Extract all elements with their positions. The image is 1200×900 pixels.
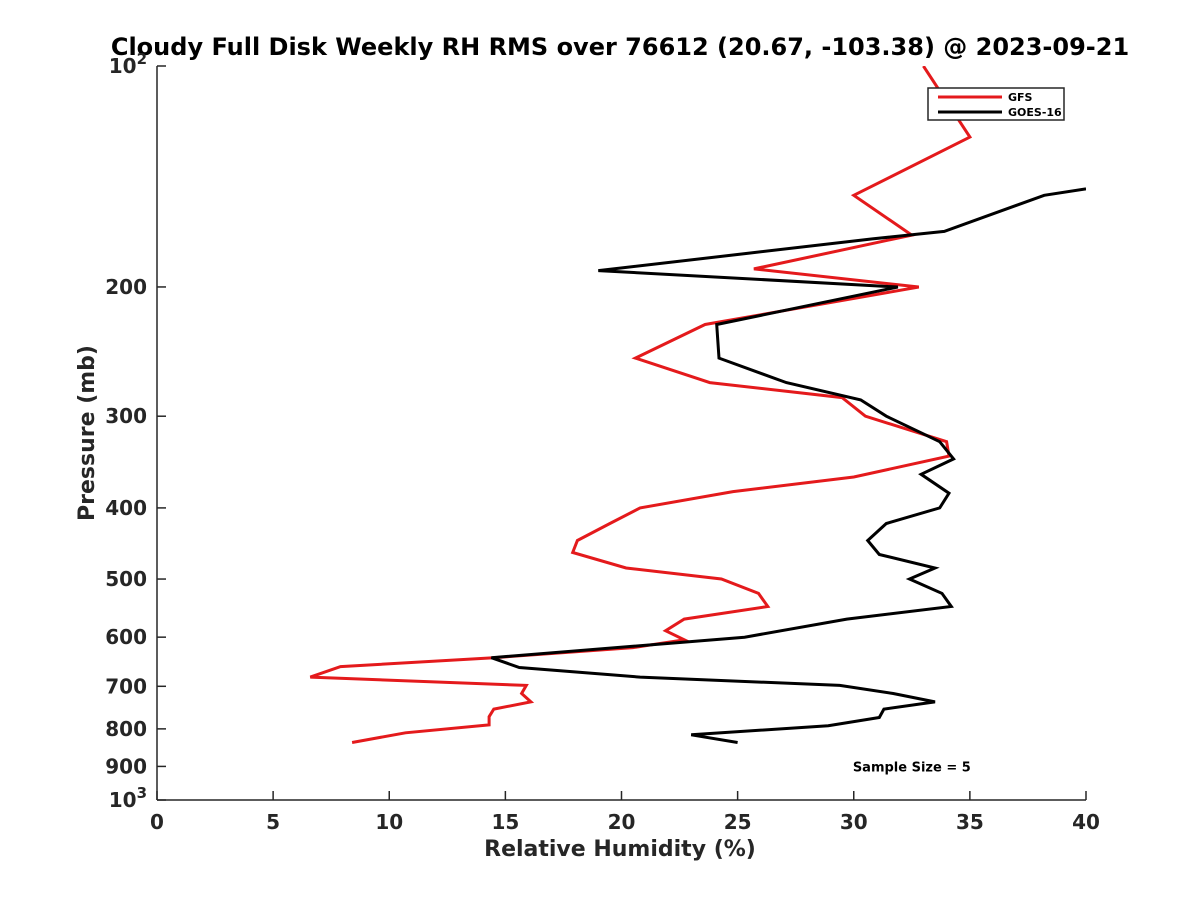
x-tick-label: 25 [724, 810, 752, 834]
legend-box [927, 87, 1065, 121]
x-tick-label: 10 [375, 810, 403, 834]
y-tick-label: 900 [105, 754, 147, 778]
y-tick-label: 400 [105, 496, 147, 520]
y-tick-label: 300 [105, 404, 147, 428]
x-tick-label: 35 [956, 810, 984, 834]
x-tick-label: 30 [840, 810, 868, 834]
y-tick-label: 103 [109, 784, 147, 812]
x-tick-label: 40 [1072, 810, 1100, 834]
series-line-goes-16 [490, 187, 1086, 744]
axes: 0 5 10 15 20 25 30 35 40 102 200 300 400 500 600 700 800… [105, 50, 1100, 834]
y-tick-label: 600 [105, 625, 147, 649]
x-tick-label: 20 [608, 810, 636, 834]
y-tick-label: 800 [105, 717, 147, 741]
legend: GFS GOES-16 [927, 87, 1065, 121]
series-lines [309, 66, 1086, 744]
y-axis-title: Pressure (mb) [75, 345, 100, 521]
y-tick-label: 700 [105, 674, 147, 698]
x-axis-title: Relative Humidity (%) [484, 837, 756, 862]
legend-label-gfs: GFS [1008, 91, 1033, 104]
y-tick-label: 102 [109, 50, 147, 78]
y-tick-label: 200 [105, 275, 147, 299]
chart-title: Cloudy Full Disk Weekly RH RMS over 7661… [111, 33, 1129, 61]
x-tick-label: 0 [150, 810, 164, 834]
legend-label-goes-16: GOES-16 [1008, 106, 1062, 119]
y-tick-label: 500 [105, 567, 147, 591]
annotations: Sample Size = 5 [853, 760, 971, 775]
x-tick-label: 15 [491, 810, 519, 834]
series-line-gfs [309, 66, 973, 744]
sample-size-note: Sample Size = 5 [853, 760, 971, 775]
x-tick-label: 5 [266, 810, 280, 834]
